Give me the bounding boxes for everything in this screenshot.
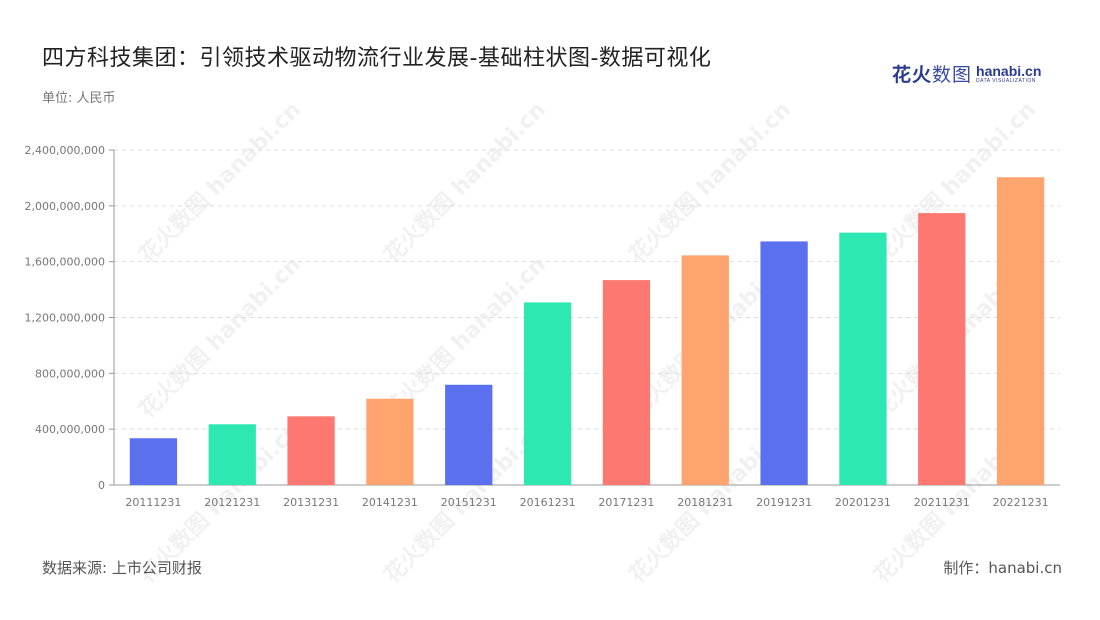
y-tick-label: 400,000,000 bbox=[35, 423, 105, 436]
logo-cn-text: 花火数图 bbox=[892, 60, 972, 87]
x-tick-label: 20181231 bbox=[677, 496, 733, 509]
logo-en-block: hanabi.cn DATA VISUALIZATION bbox=[976, 64, 1041, 84]
x-tick-label: 20131231 bbox=[283, 496, 339, 509]
bar bbox=[445, 384, 493, 485]
bar bbox=[523, 302, 572, 485]
y-tick-label: 2,400,000,000 bbox=[25, 144, 105, 157]
logo-en-sub: DATA VISUALIZATION bbox=[976, 77, 1036, 84]
bar bbox=[208, 424, 256, 485]
bar bbox=[602, 280, 651, 485]
bar bbox=[760, 241, 808, 485]
bar bbox=[366, 398, 414, 485]
bar bbox=[129, 438, 178, 485]
y-tick-label: 1,600,000,000 bbox=[25, 256, 105, 269]
logo-cn-part1: 花火 bbox=[892, 64, 933, 86]
x-tick-label: 20111231 bbox=[125, 496, 181, 509]
bar bbox=[918, 213, 966, 485]
x-tick-label: 20141231 bbox=[362, 496, 418, 509]
x-tick-label: 20221231 bbox=[993, 496, 1049, 509]
bar bbox=[681, 255, 729, 485]
x-tick-label: 20191231 bbox=[756, 496, 812, 509]
x-tick-label: 20121231 bbox=[204, 496, 260, 509]
x-tick-label: 20151231 bbox=[441, 496, 497, 509]
bar bbox=[287, 416, 335, 485]
x-tick-label: 20211231 bbox=[914, 496, 970, 509]
maker-credit: 制作：hanabi.cn bbox=[943, 559, 1062, 577]
bar bbox=[996, 177, 1045, 485]
brand-logo: 花火数图 hanabi.cn DATA VISUALIZATION bbox=[892, 60, 1041, 87]
chart-title: 四方科技集团：引领技术驱动物流行业发展-基础柱状图-数据可视化 bbox=[42, 46, 712, 71]
logo-en-main: hanabi.cn bbox=[976, 62, 1042, 79]
bar bbox=[839, 232, 887, 485]
y-tick-label: 0 bbox=[98, 479, 105, 492]
x-tick-label: 20201231 bbox=[835, 496, 891, 509]
x-tick-label: 20161231 bbox=[520, 496, 576, 509]
data-source: 数据来源: 上市公司财报 bbox=[42, 559, 202, 577]
y-tick-label: 2,000,000,000 bbox=[25, 200, 105, 213]
y-tick-label: 800,000,000 bbox=[35, 367, 105, 380]
logo-cn-part2: 数图 bbox=[932, 64, 973, 86]
unit-label: 单位: 人民币 bbox=[42, 91, 116, 106]
x-tick-label: 20171231 bbox=[598, 496, 654, 509]
y-tick-label: 1,200,000,000 bbox=[25, 312, 105, 325]
